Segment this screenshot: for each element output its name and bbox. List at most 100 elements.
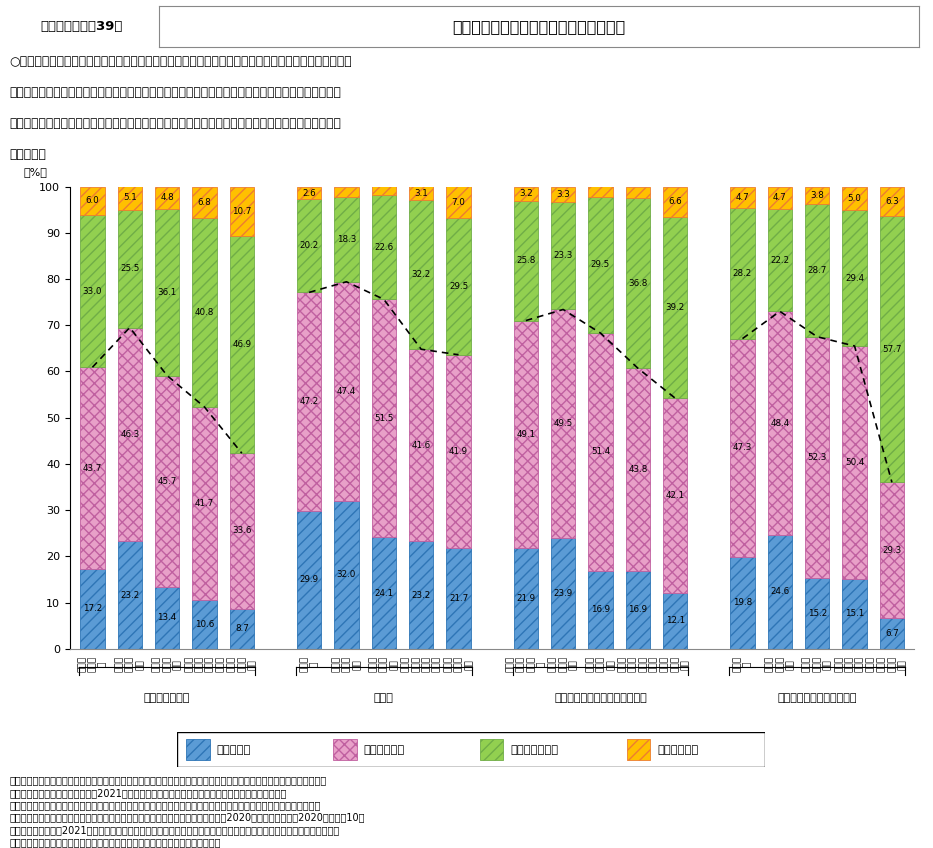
- Text: 25.8: 25.8: [516, 256, 536, 265]
- Bar: [334, 501, 358, 649]
- Bar: [334, 282, 358, 501]
- Text: 15.1: 15.1: [845, 610, 864, 618]
- Text: 47.2: 47.2: [299, 397, 319, 406]
- Text: 24.1: 24.1: [374, 589, 394, 598]
- Bar: [409, 200, 433, 349]
- Text: 25.5: 25.5: [120, 264, 139, 273]
- Text: 45.7: 45.7: [158, 477, 176, 486]
- Text: 47.3: 47.3: [732, 444, 752, 453]
- Text: と感じる割合が高い傾向がある。特に「医療業」で「主として対面業務」の場合には当該割合が特: と感じる割合が高い傾向がある。特に「医療業」で「主として対面業務」の場合には当該…: [9, 117, 341, 130]
- Bar: [371, 195, 396, 299]
- Text: る必要がありますか」と尋ねて得た回答の状況別に、「緊急事態宣言下（2020年４月～５月）、2020年９月～10月: る必要がありますか」と尋ねて得た回答の状況別に、「緊急事態宣言下（2020年４月…: [9, 812, 365, 823]
- Text: 6.6: 6.6: [668, 198, 682, 206]
- Bar: [155, 376, 179, 587]
- Bar: [192, 219, 216, 407]
- Text: 3.2: 3.2: [519, 189, 533, 198]
- Text: 医療業: 医療業: [374, 693, 394, 703]
- Bar: [480, 739, 504, 761]
- Text: 7.0: 7.0: [452, 198, 466, 207]
- Bar: [297, 510, 321, 649]
- Text: あまり高くない: あまり高くない: [510, 745, 559, 755]
- Text: ある程度高い: ある程度高い: [364, 745, 405, 755]
- Text: 4.7: 4.7: [735, 193, 749, 202]
- Bar: [333, 739, 356, 761]
- Text: 8.7: 8.7: [235, 624, 249, 633]
- Text: 50.4: 50.4: [845, 458, 864, 467]
- Bar: [514, 321, 538, 548]
- Bar: [297, 187, 321, 199]
- Bar: [118, 542, 142, 649]
- Bar: [514, 548, 538, 649]
- Text: 29.5: 29.5: [449, 282, 468, 291]
- Bar: [805, 204, 829, 337]
- Bar: [768, 209, 792, 311]
- Text: 24.6: 24.6: [771, 588, 789, 596]
- Text: 23.2: 23.2: [120, 590, 139, 600]
- Bar: [192, 407, 216, 600]
- Text: 23.2: 23.2: [411, 590, 431, 600]
- Text: 査（労働者調査）」（2021年）をもとに厚生労働省政策統括官付政策統括室にて独自集計: 査（労働者調査）」（2021年）をもとに厚生労働省政策統括官付政策統括室にて独自…: [9, 788, 286, 798]
- Text: 48.4: 48.4: [771, 419, 789, 427]
- Text: 16.9: 16.9: [591, 605, 610, 614]
- Bar: [768, 535, 792, 649]
- Bar: [731, 557, 755, 649]
- Bar: [155, 187, 179, 209]
- Bar: [663, 399, 688, 593]
- Text: 15.2: 15.2: [808, 609, 827, 618]
- Text: 23.3: 23.3: [553, 251, 573, 260]
- Text: 49.5: 49.5: [553, 420, 573, 428]
- Text: 6.0: 6.0: [86, 197, 99, 205]
- Bar: [297, 293, 321, 510]
- Text: 36.1: 36.1: [158, 287, 176, 297]
- Text: 12.1: 12.1: [665, 616, 685, 625]
- Text: 33.6: 33.6: [232, 527, 252, 535]
- Text: 5.0: 5.0: [847, 194, 861, 203]
- Bar: [663, 187, 688, 217]
- Text: 第２－（１）－39図: 第２－（１）－39図: [40, 20, 123, 33]
- Bar: [118, 327, 142, 542]
- Text: 6.3: 6.3: [885, 197, 898, 205]
- Bar: [155, 587, 179, 649]
- Text: 39.2: 39.2: [665, 303, 685, 312]
- Text: 43.8: 43.8: [628, 465, 648, 474]
- Bar: [118, 209, 142, 327]
- Text: 資料出所　（独）労働政策研究・研修機構「新型コロナウイルス感染症の感染拡大下における労働者の働き方に関する調: 資料出所 （独）労働政策研究・研修機構「新型コロナウイルス感染症の感染拡大下にお…: [9, 776, 327, 785]
- Text: 33.0: 33.0: [83, 287, 102, 295]
- Text: 3.1: 3.1: [414, 189, 428, 198]
- Text: 19.8: 19.8: [732, 599, 752, 607]
- Bar: [230, 453, 254, 609]
- Bar: [371, 299, 396, 538]
- Bar: [626, 198, 650, 368]
- Bar: [805, 187, 829, 204]
- Text: 57.7: 57.7: [883, 344, 901, 354]
- Bar: [334, 198, 358, 282]
- Bar: [118, 186, 142, 209]
- Bar: [230, 237, 254, 453]
- Text: 32.2: 32.2: [411, 271, 431, 279]
- Bar: [80, 367, 104, 569]
- Text: （%）: （%）: [23, 167, 48, 177]
- Text: 4.7: 4.7: [773, 193, 787, 203]
- Bar: [589, 571, 613, 649]
- Bar: [880, 187, 904, 215]
- Bar: [768, 311, 792, 535]
- Text: 32.0: 32.0: [337, 570, 356, 579]
- Text: 28.7: 28.7: [808, 266, 827, 275]
- Bar: [409, 542, 433, 649]
- Text: 36.8: 36.8: [628, 279, 648, 287]
- Text: 28.2: 28.2: [732, 269, 752, 278]
- Text: 3.3: 3.3: [556, 190, 570, 198]
- Bar: [589, 333, 613, 571]
- Text: （注）「あなたの主な仕事は、顧客や利用者、取引先など、あなたの事業所の従業員以外の方とどの程度対面で接す: （注）「あなたの主な仕事は、顧客や利用者、取引先など、あなたの事業所の従業員以外…: [9, 801, 321, 810]
- Text: 41.6: 41.6: [411, 441, 431, 450]
- Text: 29.3: 29.3: [883, 545, 901, 555]
- Bar: [192, 187, 216, 219]
- Text: 20.2: 20.2: [299, 241, 319, 250]
- Text: 6.8: 6.8: [198, 198, 212, 207]
- Text: 29.5: 29.5: [591, 260, 610, 270]
- Text: 13.4: 13.4: [158, 613, 176, 622]
- Bar: [80, 215, 104, 367]
- Bar: [842, 210, 867, 346]
- Bar: [446, 186, 470, 219]
- Text: 3.8: 3.8: [810, 191, 824, 200]
